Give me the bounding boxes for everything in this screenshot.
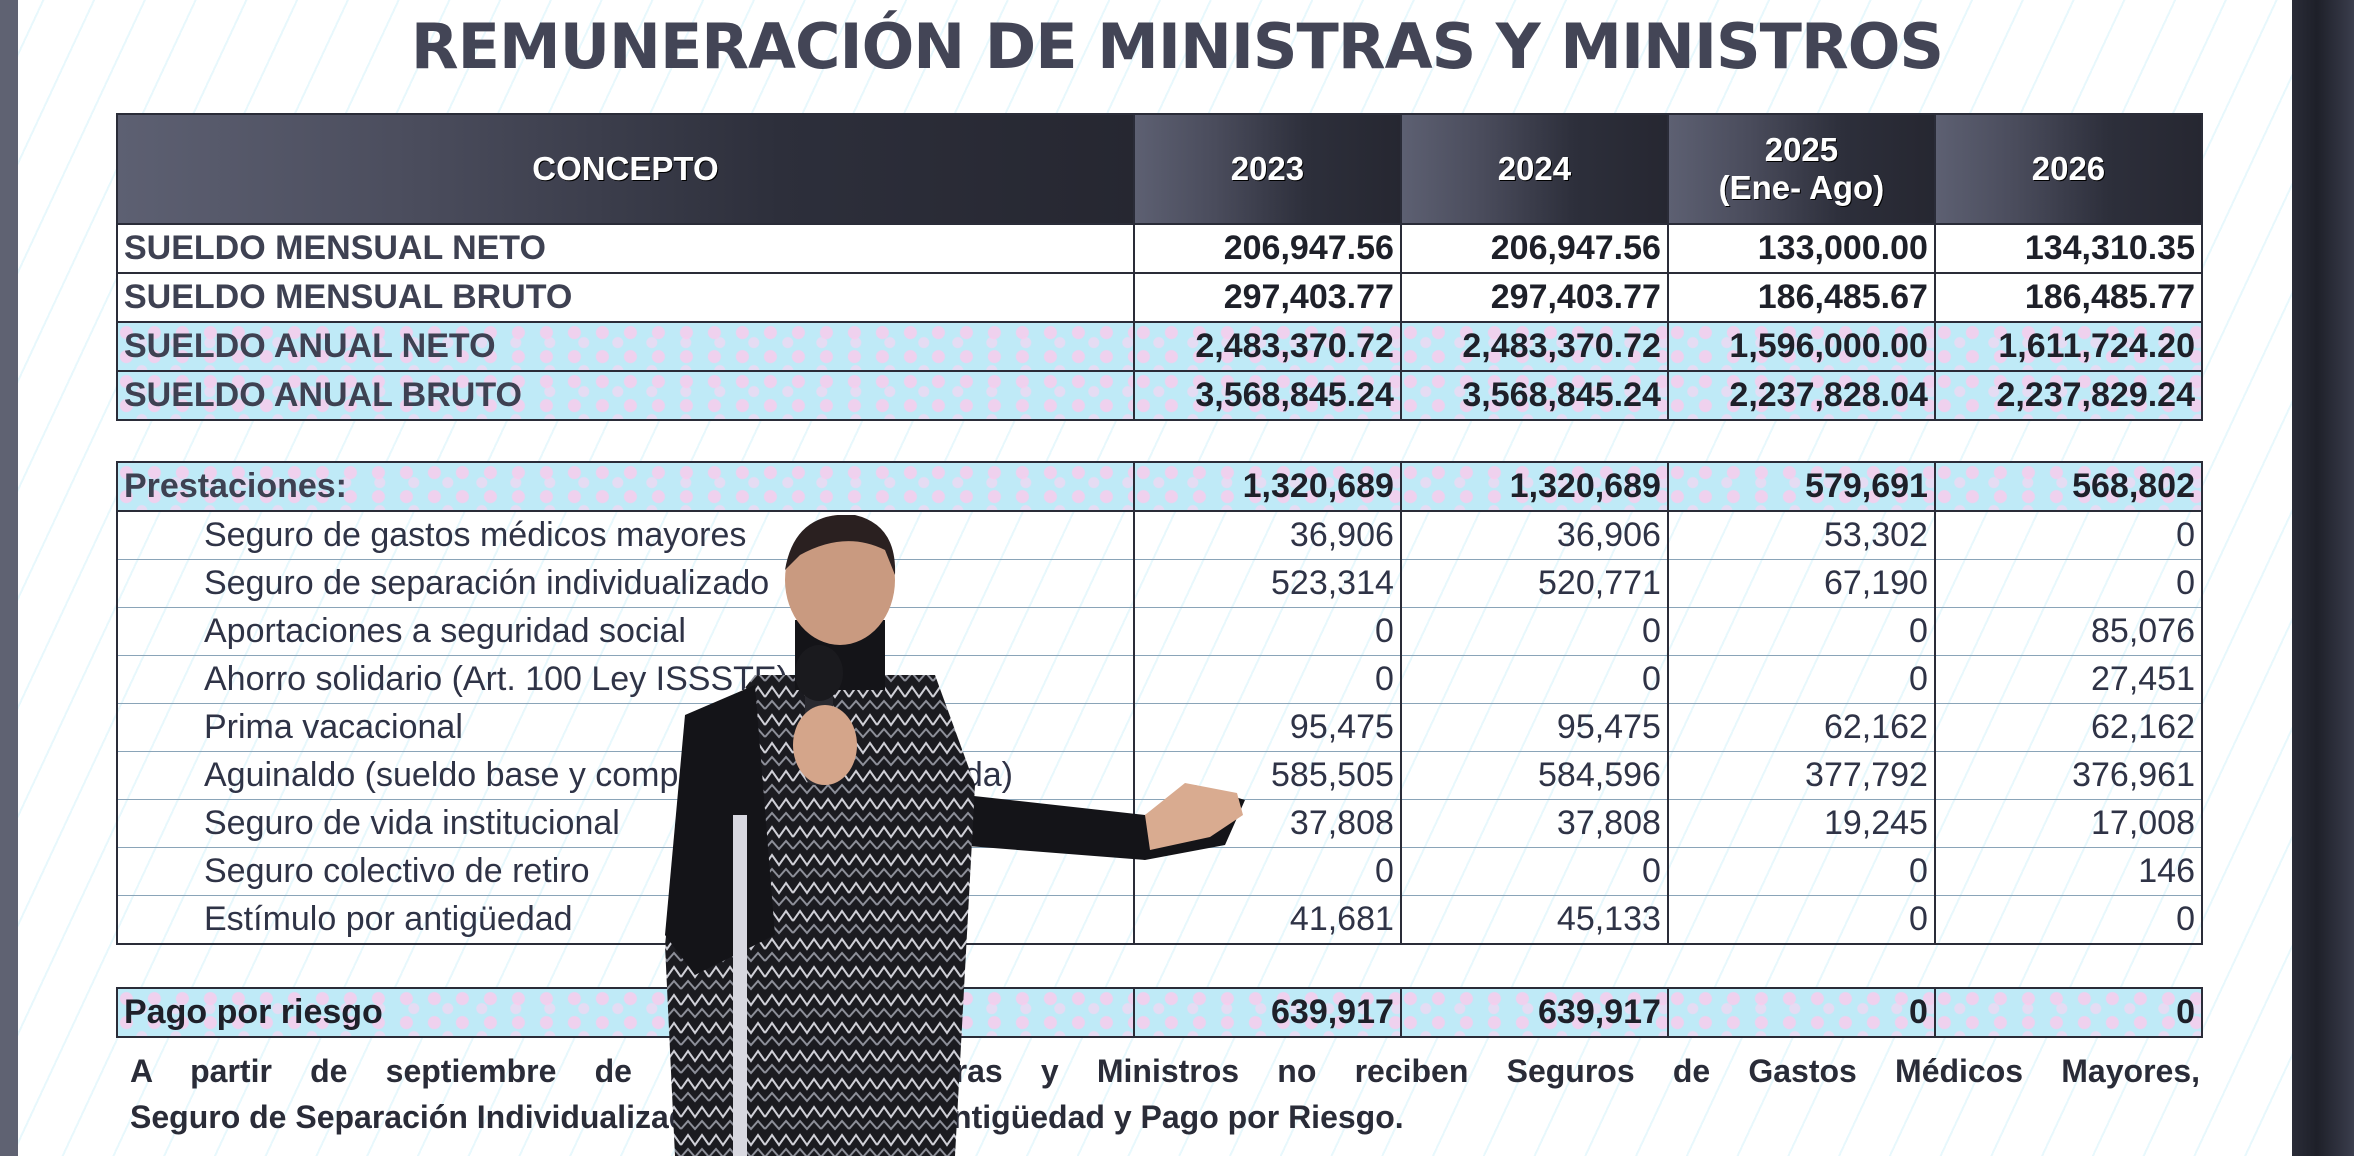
cell-2025: 377,792	[1666, 751, 1936, 800]
cell-2023: 585,505	[1132, 751, 1402, 800]
header-2024: 2024	[1399, 113, 1669, 225]
header-2025: 2025 (Ene- Ago)	[1666, 113, 1936, 225]
screen-frame-left	[0, 0, 18, 1156]
cell-2026: 1,611,724.20	[1933, 321, 2204, 372]
salary-table: CONCEPTO 2023 2024 2025 (Ene- Ago) 2026 S…	[116, 113, 2204, 421]
cell-2026: 85,076	[1933, 607, 2204, 656]
row-label: Ahorro solidario (Art. 100 Ley ISSSTE)	[116, 655, 1135, 704]
cell-2024: 95,475	[1399, 703, 1669, 752]
table-row: SUELDO MENSUAL NETO 206,947.56 206,947.5…	[116, 223, 2204, 274]
row-label: SUELDO ANUAL NETO	[116, 321, 1135, 372]
cell-2026: 134,310.35	[1933, 223, 2204, 274]
cell-2023: 206,947.56	[1132, 223, 1402, 274]
cell-2023: 639,917	[1132, 987, 1402, 1038]
table-row: Seguro de gastos médicos mayores 36,906 …	[116, 510, 2204, 560]
cell-2026: 568,802	[1933, 461, 2204, 512]
table-row: Seguro de vida institucional 37,808 37,8…	[116, 799, 2204, 848]
presenter-figure	[665, 515, 1245, 1156]
cell-2025: 19,245	[1666, 799, 1936, 848]
cell-2023: 523,314	[1132, 559, 1402, 608]
cell-2024: 639,917	[1399, 987, 1669, 1038]
cell-2023: 297,403.77	[1132, 272, 1402, 323]
cell-2025: 0	[1666, 847, 1936, 896]
header-concepto: CONCEPTO	[116, 113, 1135, 225]
footnote: A partir de septiembre de 2025 las Minis…	[130, 1048, 2200, 1140]
cell-2023: 2,483,370.72	[1132, 321, 1402, 372]
table-row: Aportaciones a seguridad social 0 0 0 85…	[116, 607, 2204, 656]
table-row: Ahorro solidario (Art. 100 Ley ISSSTE) 0…	[116, 655, 2204, 704]
cell-2025: 133,000.00	[1666, 223, 1936, 274]
cell-2024: 0	[1399, 607, 1669, 656]
header-2025-period: (Ene- Ago)	[1718, 169, 1885, 206]
row-label: Prima vacacional	[116, 703, 1135, 752]
cell-2026: 17,008	[1933, 799, 2204, 848]
benefits-table: Prestaciones: 1,320,689 1,320,689 579,69…	[116, 461, 2204, 945]
cell-2024: 0	[1399, 847, 1669, 896]
header-2025-year: 2025	[1764, 131, 1839, 168]
header-2023: 2023	[1132, 113, 1402, 225]
cell-2025: 0	[1666, 895, 1936, 945]
table-row: Prima vacacional 95,475 95,475 62,162 62…	[116, 703, 2204, 752]
table-row: Aguinaldo (sueldo base y compensación ga…	[116, 751, 2204, 800]
cell-2023: 36,906	[1132, 510, 1402, 560]
cell-2024: 45,133	[1399, 895, 1669, 945]
cell-2024: 37,808	[1399, 799, 1669, 848]
risk-pay-table: Pago por riesgo 639,917 639,917 0 0	[116, 987, 2204, 1038]
table-row: Seguro de separación individualizado 523…	[116, 559, 2204, 608]
cell-2024: 2,483,370.72	[1399, 321, 1669, 372]
cell-2023: 3,568,845.24	[1132, 370, 1402, 421]
row-label: SUELDO ANUAL BRUTO	[116, 370, 1135, 421]
cell-2025: 0	[1666, 987, 1936, 1038]
cell-2024: 206,947.56	[1399, 223, 1669, 274]
cell-2026: 0	[1933, 510, 2204, 560]
cell-2024: 0	[1399, 655, 1669, 704]
cell-2024: 1,320,689	[1399, 461, 1669, 512]
table-row: SUELDO MENSUAL BRUTO 297,403.77 297,403.…	[116, 272, 2204, 323]
cell-2025: 53,302	[1666, 510, 1936, 560]
cell-2025: 579,691	[1666, 461, 1936, 512]
cell-2024: 297,403.77	[1399, 272, 1669, 323]
cell-2026: 146	[1933, 847, 2204, 896]
cell-2026: 186,485.77	[1933, 272, 2204, 323]
cell-2026: 0	[1933, 987, 2204, 1038]
cell-2023: 0	[1132, 847, 1402, 896]
cell-2025: 0	[1666, 655, 1936, 704]
cell-2024: 520,771	[1399, 559, 1669, 608]
cell-2025: 2,237,828.04	[1666, 370, 1936, 421]
row-label: SUELDO MENSUAL BRUTO	[116, 272, 1135, 323]
cell-2026: 0	[1933, 559, 2204, 608]
cell-2026: 62,162	[1933, 703, 2204, 752]
benefits-total-row: Prestaciones: 1,320,689 1,320,689 579,69…	[116, 461, 2204, 512]
cell-2026: 2,237,829.24	[1933, 370, 2204, 421]
cell-2023: 1,320,689	[1132, 461, 1402, 512]
cell-2026: 27,451	[1933, 655, 2204, 704]
cell-2023: 41,681	[1132, 895, 1402, 945]
cell-2024: 36,906	[1399, 510, 1669, 560]
cell-2025: 67,190	[1666, 559, 1936, 608]
row-label: Aportaciones a seguridad social	[116, 607, 1135, 656]
footnote-line-1: A partir de septiembre de 2025 las Minis…	[130, 1053, 2200, 1089]
cell-2025: 1,596,000.00	[1666, 321, 1936, 372]
screen-frame-right	[2292, 0, 2354, 1156]
table-row: SUELDO ANUAL BRUTO 3,568,845.24 3,568,84…	[116, 370, 2204, 421]
cell-2026: 0	[1933, 895, 2204, 945]
cell-2026: 376,961	[1933, 751, 2204, 800]
header-2026: 2026	[1933, 113, 2204, 225]
cell-2025: 0	[1666, 607, 1936, 656]
row-label: Seguro de gastos médicos mayores	[116, 510, 1135, 560]
table-header-row: CONCEPTO 2023 2024 2025 (Ene- Ago) 2026	[116, 113, 2204, 225]
row-label: Prestaciones:	[116, 461, 1135, 512]
table-row: Pago por riesgo 639,917 639,917 0 0	[116, 987, 2204, 1038]
cell-2025: 62,162	[1666, 703, 1936, 752]
table-row: SUELDO ANUAL NETO 2,483,370.72 2,483,370…	[116, 321, 2204, 372]
cell-2025: 186,485.67	[1666, 272, 1936, 323]
row-label: SUELDO MENSUAL NETO	[116, 223, 1135, 274]
cell-2024: 584,596	[1399, 751, 1669, 800]
slide-title: REMUNERACIÓN DE MINISTRAS Y MINISTROS	[410, 10, 1944, 83]
cell-2024: 3,568,845.24	[1399, 370, 1669, 421]
